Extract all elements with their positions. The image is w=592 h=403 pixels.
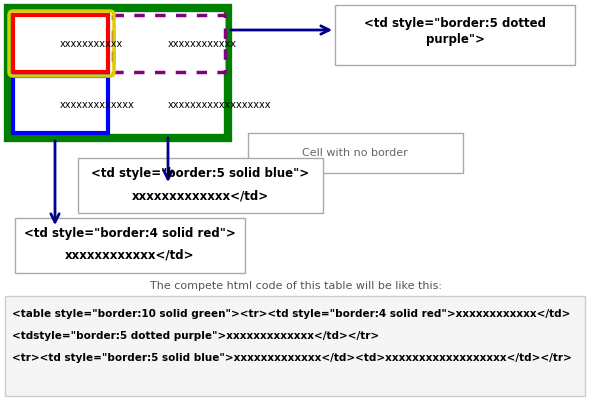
Text: xxxxxxxxxxxxx</td>: xxxxxxxxxxxxx</td>: [131, 189, 269, 202]
Bar: [13, 15, 108, 72]
Text: <td style="border:4 solid red">: <td style="border:4 solid red">: [24, 228, 236, 241]
Bar: [113, 15, 225, 72]
Text: xxxxxxxxxxxxx: xxxxxxxxxxxxx: [60, 100, 135, 110]
Text: <table style="border:10 solid green"><tr><td style="border:4 solid red">xxxxxxxx: <table style="border:10 solid green"><tr…: [12, 309, 570, 319]
Text: <td style="border:5 dotted: <td style="border:5 dotted: [364, 17, 546, 29]
Bar: [8, 8, 228, 138]
Text: <tr><td style="border:5 solid blue">xxxxxxxxxxxxx</td><td>xxxxxxxxxxxxxxxxxx</td: <tr><td style="border:5 solid blue">xxxx…: [12, 353, 572, 363]
Text: <tdstyle="border:5 dotted purple">xxxxxxxxxxxxx</td></tr>: <tdstyle="border:5 dotted purple">xxxxxx…: [12, 331, 379, 341]
Text: <td style="border:5 solid blue">: <td style="border:5 solid blue">: [91, 168, 309, 181]
Bar: [5, 296, 585, 396]
Text: xxxxxxxxxxxxxxxxxx: xxxxxxxxxxxxxxxxxx: [168, 100, 272, 110]
Bar: [15, 218, 245, 273]
Bar: [248, 133, 463, 173]
Bar: [13, 76, 108, 133]
Bar: [335, 5, 575, 65]
Text: xxxxxxxxxxx: xxxxxxxxxxx: [60, 39, 123, 49]
Text: xxxxxxxxxxxx</td>: xxxxxxxxxxxx</td>: [65, 249, 195, 262]
Text: Cell with no border: Cell with no border: [302, 148, 408, 158]
Text: xxxxxxxxxxxx: xxxxxxxxxxxx: [168, 39, 237, 49]
Text: purple">: purple">: [426, 33, 484, 46]
Bar: [78, 158, 323, 213]
Text: The compete html code of this table will be like this:: The compete html code of this table will…: [150, 281, 442, 291]
